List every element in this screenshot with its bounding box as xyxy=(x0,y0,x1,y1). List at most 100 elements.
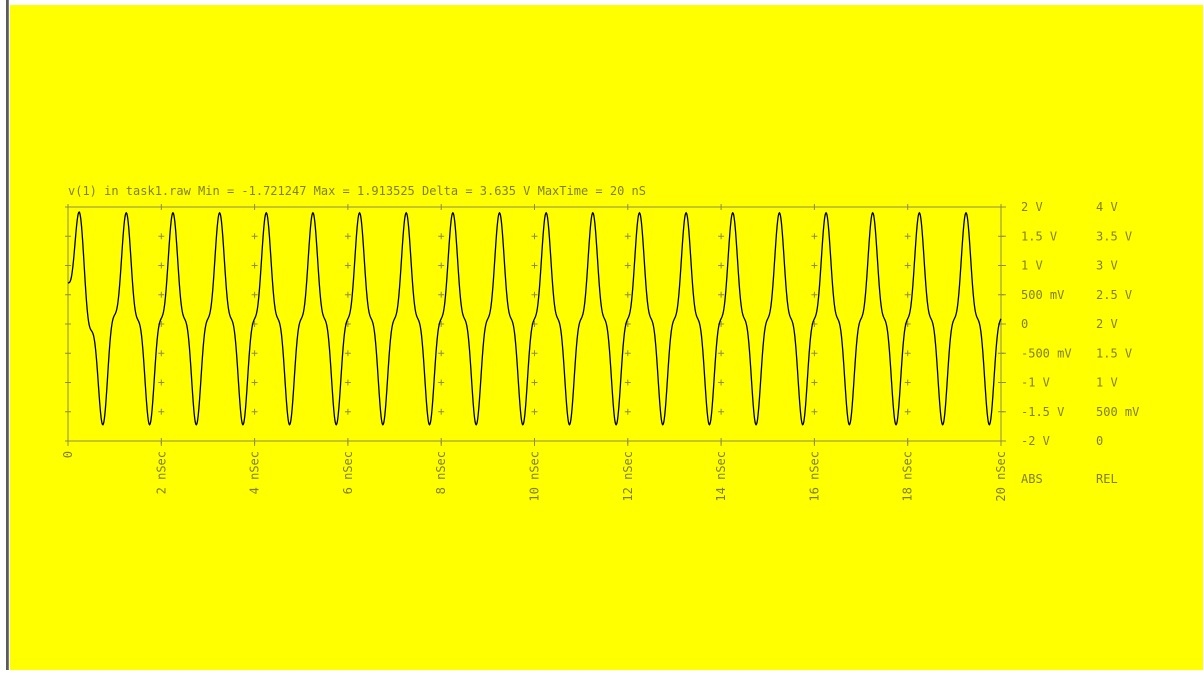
grid-cross xyxy=(811,233,818,240)
grid-cross xyxy=(811,291,818,298)
grid-cross xyxy=(531,408,538,415)
grid-cross xyxy=(624,350,631,357)
grid-cross xyxy=(158,262,165,269)
grid-cross xyxy=(344,233,351,240)
grid-cross xyxy=(811,408,818,415)
x-tick-label: 2 nSec xyxy=(154,451,168,494)
y-tick-label-abs: 2 V xyxy=(1021,200,1043,214)
grid-cross xyxy=(65,262,71,269)
grid-cross xyxy=(344,262,351,269)
y-tick-label-abs: -1.5 V xyxy=(1021,405,1064,419)
y-tick-label-rel: 1.5 V xyxy=(1096,346,1132,360)
grid-cross xyxy=(811,350,818,357)
y-tick-label-abs: 1 V xyxy=(1021,259,1043,273)
grid-cross xyxy=(344,204,351,210)
grid-cross xyxy=(718,233,725,240)
grid-cross xyxy=(624,379,631,386)
grid-cross xyxy=(251,204,258,210)
grid-cross xyxy=(811,204,818,210)
grid-cross xyxy=(718,262,725,269)
y-tick-label-abs: 1.5 V xyxy=(1021,229,1057,243)
y-tick-label-abs: -500 mV xyxy=(1021,346,1072,360)
x-tick-label: 12 nSec xyxy=(621,451,635,502)
y-tick-label-abs: 0 xyxy=(1021,317,1028,331)
grid-cross xyxy=(438,408,445,415)
y-tick-label-rel: 1 V xyxy=(1096,376,1118,390)
plot-title: v(1) in task1.raw Min = -1.721247 Max = … xyxy=(68,184,646,198)
grid-cross xyxy=(718,408,725,415)
grid-cross xyxy=(904,233,911,240)
y-tick-label-rel: 500 mV xyxy=(1096,405,1139,419)
grid-cross xyxy=(531,262,538,269)
grid-cross xyxy=(251,262,258,269)
grid-cross xyxy=(438,262,445,269)
x-tick-label: 0 xyxy=(61,451,75,458)
grid-cross xyxy=(904,408,911,415)
grid-cross xyxy=(531,379,538,386)
series-trace-v1 xyxy=(67,211,1002,426)
grid-cross xyxy=(158,350,165,357)
x-tick-label: 10 nSec xyxy=(528,451,542,502)
grid-cross xyxy=(718,204,725,210)
rel-label: REL xyxy=(1096,472,1118,486)
y-tick-label-abs: -2 V xyxy=(1021,434,1050,448)
x-tick-label: 4 nSec xyxy=(248,451,262,494)
grid-cross xyxy=(438,291,445,298)
grid-cross xyxy=(65,233,71,240)
grid-cross xyxy=(624,291,631,298)
y-tick-label-rel: 3 V xyxy=(1096,259,1118,273)
grid-cross xyxy=(624,204,631,210)
x-tick-label: 14 nSec xyxy=(714,451,728,502)
grid-cross xyxy=(65,379,71,386)
grid-cross xyxy=(904,379,911,386)
x-axis: 0 2 nSec 4 nSec 6 nSec 8 nSec 10 nSec 12 nSec 1… xyxy=(61,441,1008,502)
grid-cross xyxy=(531,291,538,298)
grid-cross xyxy=(158,379,165,386)
grid-cross xyxy=(438,204,445,210)
grid-cross xyxy=(344,291,351,298)
grid-cross xyxy=(158,233,165,240)
waveform-plot[interactable]: v(1) in task1.raw Min = -1.721247 Max = … xyxy=(10,5,1203,670)
y-tick-label-rel: 0 xyxy=(1096,434,1103,448)
grid-cross xyxy=(718,350,725,357)
grid-cross xyxy=(624,233,631,240)
grid-cross xyxy=(531,350,538,357)
grid-cross xyxy=(344,408,351,415)
grid-cross xyxy=(811,379,818,386)
y-axis: 2 V 4 V 1.5 V 3.5 V 1 V 3 V 500 mV 2.5 V 0 2 V -50… xyxy=(1001,200,1139,448)
grid-cross xyxy=(438,379,445,386)
window-left-border xyxy=(0,0,9,670)
grid-cross xyxy=(65,291,71,298)
grid-cross xyxy=(158,204,165,210)
grid-cross xyxy=(438,233,445,240)
y-tick-label-abs: 500 mV xyxy=(1021,288,1064,302)
grid-cross xyxy=(904,291,911,298)
grid-cross xyxy=(624,408,631,415)
grid-cross xyxy=(624,262,631,269)
grid-cross xyxy=(438,350,445,357)
grid-cross xyxy=(344,350,351,357)
grid-cross xyxy=(531,233,538,240)
grid-cross xyxy=(158,291,165,298)
grid-marks xyxy=(65,204,1004,444)
grid-cross xyxy=(65,408,71,415)
plot-area[interactable]: v(1) in task1.raw Min = -1.721247 Max = … xyxy=(10,5,1203,670)
grid-cross xyxy=(65,321,71,327)
y-tick-label-rel: 2.5 V xyxy=(1096,288,1132,302)
grid-cross xyxy=(904,350,911,357)
grid-cross xyxy=(65,350,71,357)
grid-cross xyxy=(344,379,351,386)
grid-cross xyxy=(904,204,911,210)
grid-cross xyxy=(158,408,165,415)
grid-cross xyxy=(811,262,818,269)
abs-label: ABS xyxy=(1021,472,1043,486)
grid-cross xyxy=(251,350,258,357)
x-tick-label: 8 nSec xyxy=(434,451,448,494)
grid-cross xyxy=(251,291,258,298)
x-tick-label: 18 nSec xyxy=(901,451,915,502)
grid-cross xyxy=(65,204,71,210)
y-tick-label-rel: 4 V xyxy=(1096,200,1118,214)
grid-cross xyxy=(904,262,911,269)
grid-cross xyxy=(251,233,258,240)
